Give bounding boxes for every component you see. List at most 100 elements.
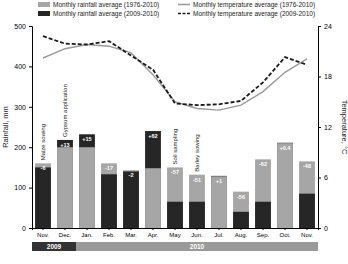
tick-label: 0 bbox=[22, 225, 26, 232]
change-label: +15 bbox=[82, 136, 91, 142]
tick: 200 bbox=[14, 144, 32, 151]
tick-label: 100 bbox=[14, 184, 26, 191]
tick-label: 0 bbox=[324, 225, 328, 232]
axis-line bbox=[29, 27, 33, 229]
bar bbox=[167, 202, 183, 228]
tick: Dec. bbox=[59, 228, 72, 238]
tick-mark bbox=[318, 127, 321, 128]
change-label: -17 bbox=[105, 165, 113, 171]
legend-label: Monthly temperature average (1976-2010) bbox=[193, 1, 315, 9]
tick: Sep. bbox=[257, 228, 270, 238]
change-label: -6 bbox=[41, 165, 46, 171]
axis-line bbox=[319, 27, 322, 229]
y2-axis: 0 6 12 18 24 bbox=[318, 23, 332, 232]
chart: -6+13+15-17-2+62-57-51+1-56-62+0.4-48Mai… bbox=[0, 0, 348, 264]
bar bbox=[277, 143, 293, 228]
tick-mark bbox=[29, 228, 32, 229]
change-label: +62 bbox=[148, 133, 157, 139]
bar bbox=[35, 167, 51, 228]
bar bbox=[189, 175, 205, 228]
bar bbox=[79, 147, 95, 228]
tick-label: Jan. bbox=[81, 232, 93, 238]
tick: 24 bbox=[318, 23, 332, 30]
y-axis: 0 100 200 300 400 500 bbox=[14, 23, 32, 232]
legend-label: Monthly temperature average (2009-2010) bbox=[193, 10, 315, 18]
annotation: Maize sowing bbox=[40, 124, 46, 160]
bar bbox=[101, 174, 117, 228]
tick-label: Aug. bbox=[235, 232, 248, 238]
bar bbox=[211, 176, 227, 228]
bar bbox=[299, 161, 315, 228]
tick: Mar. bbox=[125, 228, 137, 238]
tick-mark bbox=[318, 26, 321, 27]
tick: Oct. bbox=[279, 228, 290, 238]
line bbox=[43, 36, 307, 105]
tick-mark bbox=[29, 147, 32, 148]
period-label: 2010 bbox=[190, 243, 205, 250]
bar bbox=[233, 192, 249, 228]
tick: Jul. bbox=[214, 228, 224, 238]
tick: 6 bbox=[318, 174, 328, 181]
axis-title: Temperature, °C bbox=[340, 100, 348, 155]
period-label: 2009 bbox=[47, 243, 62, 250]
plot: -6+13+15-17-2+62-57-51+1-56-62+0.4-48Mai… bbox=[14, 23, 332, 239]
tick: Nov. bbox=[301, 228, 313, 238]
tick-label: Apr. bbox=[148, 232, 159, 238]
change-label: -62 bbox=[259, 161, 267, 167]
tick: 18 bbox=[318, 73, 332, 80]
bar bbox=[79, 134, 95, 228]
legend-label: Monthly rainfall average (1976-2010) bbox=[53, 1, 159, 9]
tick-mark bbox=[29, 26, 32, 27]
tick-label: Mar. bbox=[125, 232, 137, 238]
tick-mark bbox=[153, 228, 154, 230]
tick-mark bbox=[219, 228, 220, 230]
tick: Aug. bbox=[235, 228, 248, 238]
tick-label: Dec. bbox=[59, 232, 72, 238]
period-band bbox=[32, 242, 76, 251]
tick-mark bbox=[175, 228, 176, 230]
tick: Feb. bbox=[103, 228, 115, 238]
bar bbox=[123, 170, 139, 228]
bar bbox=[145, 131, 161, 228]
bar bbox=[57, 147, 73, 228]
tick-label: 12 bbox=[324, 124, 332, 131]
tick: Jan. bbox=[81, 228, 93, 238]
tick-mark bbox=[65, 228, 66, 230]
bar bbox=[255, 202, 271, 228]
annotation: Barley sowing bbox=[194, 134, 200, 171]
axis-title: Rainfall, mm bbox=[1, 106, 10, 148]
change-label: +1 bbox=[216, 178, 222, 184]
legend-swatch bbox=[38, 11, 50, 16]
tick-mark bbox=[29, 107, 32, 108]
change-label: -48 bbox=[303, 163, 311, 169]
tick-label: Nov. bbox=[301, 232, 313, 238]
tick-mark bbox=[109, 228, 110, 230]
tick-mark bbox=[307, 228, 308, 230]
tick-label: May bbox=[169, 232, 180, 238]
change-label: +13 bbox=[60, 142, 69, 148]
tick-mark bbox=[241, 228, 242, 230]
tick-label: 400 bbox=[14, 63, 26, 70]
legend-swatch bbox=[178, 13, 190, 15]
tick-label: Oct. bbox=[279, 232, 290, 238]
tick-label: 6 bbox=[324, 174, 328, 181]
tick-mark bbox=[318, 77, 321, 78]
bar bbox=[255, 159, 271, 228]
tick-label: 200 bbox=[14, 144, 26, 151]
tick: 500 bbox=[14, 23, 32, 30]
tick: 12 bbox=[318, 124, 332, 131]
tick: 100 bbox=[14, 184, 32, 191]
marks bbox=[35, 36, 315, 228]
bar bbox=[35, 163, 51, 228]
tick-mark bbox=[29, 188, 32, 189]
tick-label: Jul. bbox=[214, 232, 224, 238]
axis-line bbox=[33, 229, 319, 231]
change-label: -2 bbox=[129, 172, 134, 178]
bar bbox=[277, 143, 293, 228]
tick-label: Feb. bbox=[103, 232, 115, 238]
tick: 0 bbox=[22, 225, 32, 232]
tick-mark bbox=[131, 228, 132, 230]
tick-mark bbox=[263, 228, 264, 230]
tick: 300 bbox=[14, 104, 32, 111]
tick-mark bbox=[197, 228, 198, 230]
